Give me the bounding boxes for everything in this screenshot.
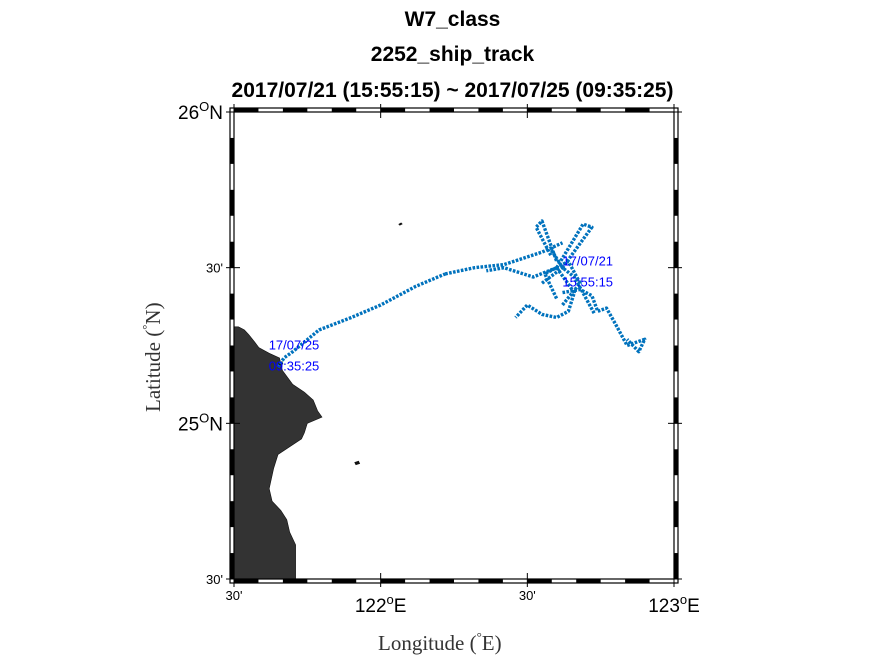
chart-title-line-2: 2252_ship_track	[370, 43, 535, 66]
end-date-label: 17/07/25	[269, 338, 320, 353]
track-segment-7	[540, 248, 565, 285]
axis-ticks: 30' 122oE 30' 123oE 30' 25ON 30' 26ON	[178, 99, 700, 617]
island-1	[354, 460, 361, 466]
plot-area	[234, 112, 674, 579]
start-label: 17/07/21 15:55:15	[562, 253, 613, 289]
track-segment-0	[276, 272, 446, 369]
track-segment-2	[486, 266, 558, 279]
land-layer	[234, 222, 403, 579]
end-time-label: 09:35:25	[269, 359, 320, 374]
y-tick-label: 26ON	[178, 99, 223, 124]
y-tick-label: 30'	[206, 261, 223, 276]
coastline-land	[234, 326, 323, 579]
start-date-label: 17/07/21	[562, 253, 613, 268]
track-segment-8	[543, 259, 582, 307]
ship-track	[276, 219, 647, 369]
y-tick-label: 30'	[206, 572, 223, 587]
track-segment-4	[534, 219, 559, 262]
x-tick-label: 30'	[519, 588, 536, 603]
chart-title-line-1: W7_class	[404, 8, 501, 31]
map-frame	[229, 107, 679, 584]
x-tick-label: 123oE	[648, 592, 700, 617]
chart-title-line-3: 2017/07/21 (15:55:15) ~ 2017/07/25 (09:3…	[231, 79, 674, 102]
start-time-label: 15:55:15	[562, 274, 613, 289]
x-tick-label: 30'	[226, 588, 243, 603]
x-axis-label: Longitude (°E)	[378, 629, 502, 655]
end-label: 17/07/25 09:35:25	[269, 338, 320, 374]
y-axis-label: Latitude (°N)	[139, 302, 165, 412]
island-0	[398, 222, 403, 226]
x-tick-label: 122oE	[355, 592, 407, 617]
track-segment-6	[562, 287, 647, 354]
y-tick-label: 25ON	[178, 410, 223, 435]
track-segment-3	[555, 222, 597, 316]
